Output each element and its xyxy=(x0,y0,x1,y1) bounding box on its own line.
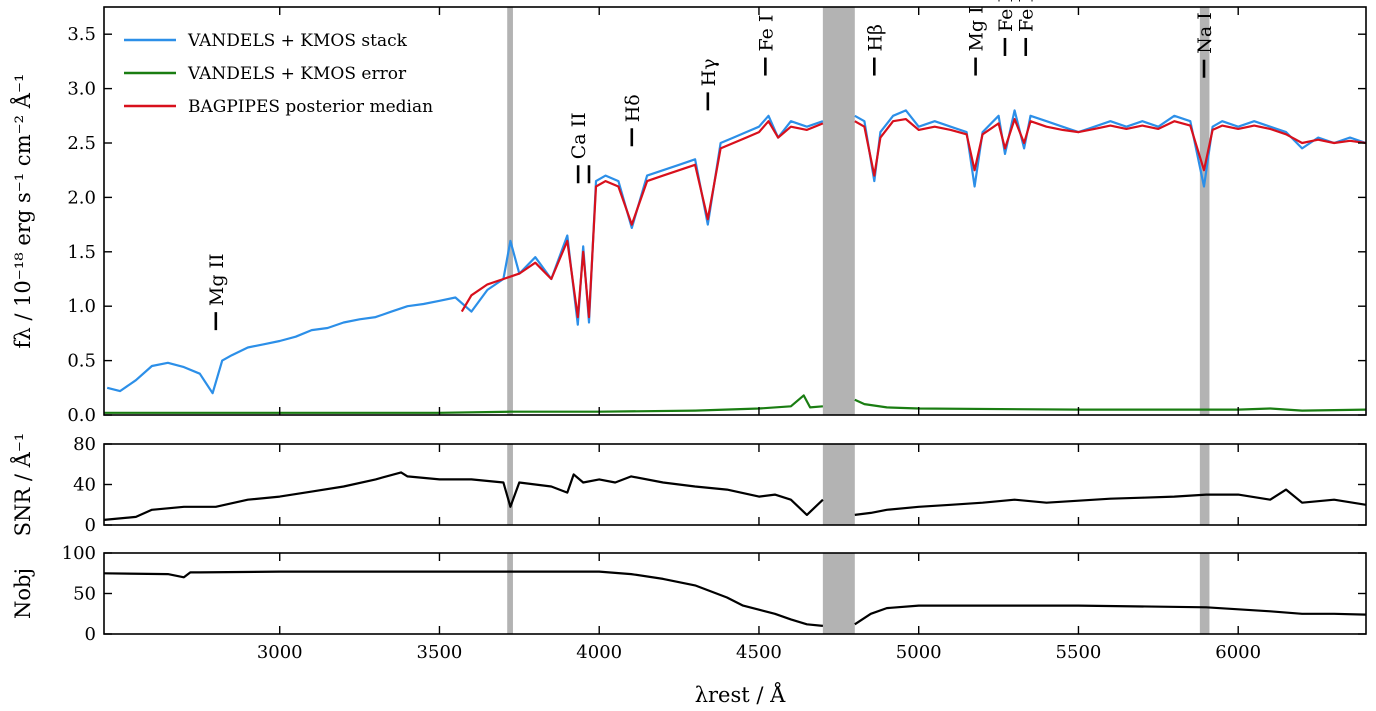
x-tick-label: 4500 xyxy=(736,642,782,663)
y-tick-label: 100 xyxy=(62,543,96,564)
spectral-line-label: Mg II xyxy=(206,253,228,306)
spectral-line-label: Fe I xyxy=(995,0,1017,32)
masked-region-band xyxy=(507,553,513,634)
spectral-line-label: Na I xyxy=(1194,12,1216,54)
snr-axes-frame xyxy=(103,443,1367,526)
flux-panel: 0.0 0.5 1.0 1.5 2.0 2.5 3.0 3.5 fλ / 10⁻¹⁸ erg s… xyxy=(10,0,1367,426)
x-tick-label: 3500 xyxy=(417,642,463,663)
masked-region-band xyxy=(822,444,855,525)
flux-series-line xyxy=(460,120,824,319)
y-tick-label: 2.5 xyxy=(67,133,96,154)
legend-entry-label: BAGPIPES posterior median xyxy=(188,97,433,117)
x-tick-label: 5000 xyxy=(896,642,942,663)
spectral-line-label: Ca II xyxy=(568,112,590,159)
y-tick-label: 2.0 xyxy=(67,187,96,208)
y-tick-label: 1.5 xyxy=(67,242,96,263)
spectral-line-label: Hδ xyxy=(622,94,644,122)
y-tick-label: 3.5 xyxy=(67,24,96,45)
masked-region-band xyxy=(822,553,855,634)
masked-region-band xyxy=(822,7,855,415)
legend: VANDELS + KMOS stack VANDELS + KMOS error… xyxy=(124,31,433,117)
x-axis-label: λrest / Å xyxy=(695,682,786,707)
spectral-line-label: Fe I xyxy=(755,15,777,52)
y-tick-label: 0 xyxy=(85,515,96,536)
spectral-line-label: Hβ xyxy=(864,24,886,52)
y-tick-label: 0.5 xyxy=(67,351,96,372)
snr-y-axis-label: SNR / Å⁻¹ xyxy=(10,433,35,537)
nobj-axes-frame xyxy=(103,552,1367,635)
flux-y-axis-label: fλ / 10⁻¹⁸ erg s⁻¹ cm⁻² Å⁻¹ xyxy=(10,74,35,349)
masked-region-band xyxy=(507,444,513,525)
y-tick-label: 3.0 xyxy=(67,79,96,100)
y-tick-label: 1.0 xyxy=(67,296,96,317)
spectral-line-label: Hγ xyxy=(698,58,720,86)
flux-series-line xyxy=(854,117,1367,177)
flux-series-line xyxy=(104,394,823,414)
y-tick-label: 0.0 xyxy=(67,405,96,426)
x-tick-label: 6000 xyxy=(1215,642,1261,663)
masked-region-band xyxy=(1199,444,1210,525)
nobj-y-axis-label: Nobj xyxy=(11,568,35,619)
y-tick-label: 40 xyxy=(73,475,96,496)
masked-region-band xyxy=(1199,7,1210,415)
snr-series-line xyxy=(854,488,1367,516)
nobj-panel: 0 50 100 3000 3500 4000 4500 5000 5500 6000 Nobj xyxy=(11,543,1367,663)
y-tick-label: 80 xyxy=(73,434,96,455)
nobj-series-line xyxy=(854,604,1367,626)
x-tick-label: 4000 xyxy=(576,642,622,663)
legend-entry-label: VANDELS + KMOS stack xyxy=(187,31,408,51)
flux-series-line xyxy=(854,398,1367,412)
nobj-series-line xyxy=(103,570,824,627)
snr-series-line xyxy=(103,471,824,521)
x-tick-label: 5500 xyxy=(1056,642,1102,663)
snr-panel: 0 40 80 SNR / Å⁻¹ xyxy=(10,433,1367,537)
flux-axes-frame xyxy=(103,6,1367,416)
y-tick-label: 0 xyxy=(85,624,96,645)
y-tick-label: 50 xyxy=(73,584,96,605)
spectral-line-label: Fe I xyxy=(1016,0,1038,32)
x-tick-label: 3000 xyxy=(257,642,303,663)
spectral-line-label: Mg I xyxy=(966,6,988,51)
legend-entry-label: VANDELS + KMOS error xyxy=(187,64,407,84)
flux-series-line xyxy=(854,109,1367,188)
masked-region-band xyxy=(507,7,513,415)
masked-region-band xyxy=(1199,553,1210,634)
